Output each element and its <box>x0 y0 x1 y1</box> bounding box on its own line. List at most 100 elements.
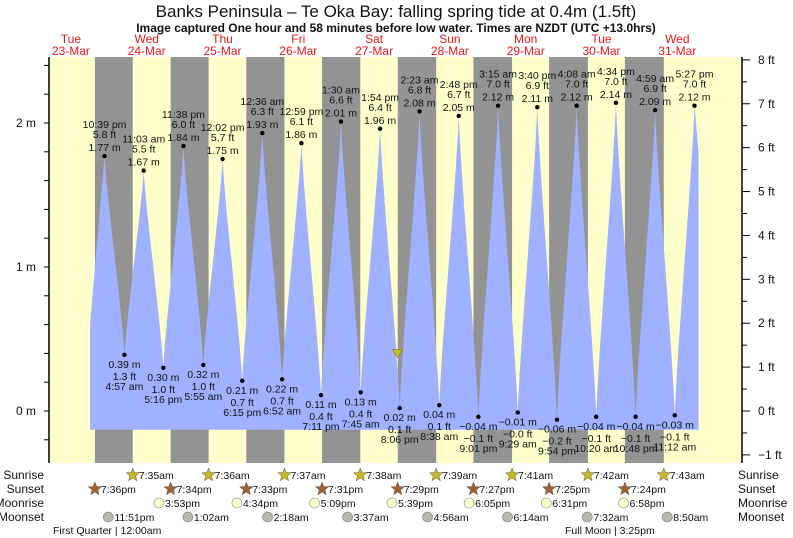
low-tide-m: 0.30 m <box>147 372 179 384</box>
high-tide-ft: 6.0 ft <box>172 119 195 131</box>
moonrise-row-label-right: Moonrise <box>738 496 788 510</box>
left-axis-tick-label: 0 m <box>16 404 36 418</box>
high-tide-m: 1.86 m <box>285 129 317 141</box>
moonset-icon <box>262 511 273 523</box>
low-tide-ft: 1.3 ft <box>113 371 136 383</box>
sunrise-icon <box>428 467 444 482</box>
moonrise-icon <box>463 497 475 509</box>
day-label-date: 31-Mar <box>658 44 696 58</box>
low-tide-point <box>240 378 245 383</box>
sunrise-time: 7:36am <box>215 470 250 482</box>
high-tide-point <box>377 126 383 131</box>
sunset-time: 7:25pm <box>555 484 590 496</box>
right-axis-tick-label: 4 ft <box>758 228 775 242</box>
moonset-time: 8:50am <box>673 512 708 524</box>
day-label-weekday: Tue <box>61 32 82 46</box>
low-tide-point <box>318 392 324 398</box>
sunrise-icon <box>656 467 672 482</box>
low-tide-time: 10:20 am <box>574 443 618 455</box>
high-tide-ft: 6.8 ft <box>408 84 431 96</box>
high-tide-time: 11:03 am <box>122 134 165 146</box>
high-tide-time: 10:39 pm <box>83 119 127 131</box>
high-tide-time: 4:34 pm <box>597 66 635 78</box>
high-tide-time: 12:59 pm <box>280 106 324 118</box>
moonrise-time: 4:34pm <box>243 498 278 510</box>
moonrise-time: 5:39pm <box>398 498 433 510</box>
sunset-time: 7:36pm <box>101 484 136 496</box>
sunrise-time: 7:38am <box>366 470 401 482</box>
sunrise-time: 7:41am <box>518 470 553 482</box>
moonset-row-label-right: Moonset <box>738 510 785 524</box>
chart-subtitle: Image captured One hour and 58 minutes b… <box>136 21 656 35</box>
high-tide-point <box>652 107 658 113</box>
right-axis-tick-label: 6 ft <box>758 141 775 155</box>
moonset-icon <box>502 511 513 523</box>
sunrise-time: 7:43am <box>670 470 705 482</box>
moonrise-icon <box>618 497 629 509</box>
day-label-date: 26-Mar <box>279 44 317 58</box>
high-tide-point <box>141 168 146 173</box>
high-tide-time: 5:27 pm <box>676 69 714 81</box>
low-tide-time: 8:06 pm <box>381 434 419 446</box>
right-axis-tick-label: 7 ft <box>758 97 775 111</box>
sunrise-time: 7:35am <box>139 470 174 482</box>
low-tide-m: −0.04 m <box>577 421 615 433</box>
high-tide-time: 2:23 am <box>401 74 439 86</box>
day-label-weekday: Wed <box>665 32 689 46</box>
day-label-weekday: Sat <box>365 32 384 46</box>
high-tide-ft: 5.7 ft <box>211 132 234 144</box>
high-tide-time: 2:48 pm <box>440 79 478 91</box>
high-tide-ft: 5.8 ft <box>93 129 116 141</box>
moon-phase-first-quarter: First Quarter | 12:00am <box>53 525 162 537</box>
high-tide-point <box>574 103 579 108</box>
low-tide-point <box>397 405 402 411</box>
high-tide-time: 4:59 am <box>636 73 674 85</box>
moonset-icon <box>661 511 673 523</box>
high-tide-m: 1.75 m <box>207 145 239 157</box>
day-label-date: 28-Mar <box>431 44 469 58</box>
low-tide-point <box>437 403 442 408</box>
moonset-icon <box>342 511 353 523</box>
sunset-time: 7:29pm <box>404 484 439 496</box>
left-axis-tick-label: 2 m <box>16 116 36 130</box>
low-tide-ft: 1.0 ft <box>152 384 175 396</box>
low-tide-m: 0.13 m <box>345 396 377 408</box>
sunset-icon <box>390 481 406 496</box>
moonset-time: 4:56am <box>434 512 469 524</box>
moonset-icon <box>103 511 114 523</box>
plot-area <box>49 57 742 463</box>
low-tide-time: 9:54 pm <box>538 446 576 458</box>
high-tide-ft: 6.9 ft <box>526 80 549 92</box>
sun-moon-events: Sunrise Sunset Moonrise Moonset Sunrise … <box>0 467 788 537</box>
high-tide-m: 2.05 m <box>443 102 475 114</box>
low-tide-point <box>515 410 520 415</box>
low-tide-point <box>594 414 599 419</box>
high-tide-point <box>535 104 540 110</box>
high-tide-m: 2.12 m <box>561 92 593 104</box>
day-label-weekday: Sun <box>439 32 460 46</box>
high-tide-point <box>692 103 697 108</box>
sunset-icon <box>314 481 330 496</box>
low-tide-ft: 0.1 ft <box>428 421 451 433</box>
high-tide-point <box>181 143 186 149</box>
low-tide-ft: −0.0 ft <box>503 428 533 440</box>
sunset-time: 7:33pm <box>252 484 287 496</box>
high-tide-time: 1:30 am <box>322 85 360 97</box>
moonrise-icon <box>540 497 552 509</box>
high-tide-ft: 6.9 ft <box>643 83 666 95</box>
high-tide-ft: 6.3 ft <box>251 106 274 118</box>
axes: 2 m 1 m 0 m 8 ft 7 ft 6 ft 5 ft 4 ft 3 ft 2 ft 1 f… <box>16 53 782 463</box>
sunrise-time: 7:39am <box>442 470 477 482</box>
high-tide-point <box>260 130 265 136</box>
high-tide-point <box>417 109 422 114</box>
day-label-date: 24-Mar <box>128 44 166 58</box>
day-label-weekday: Mon <box>514 32 537 46</box>
day-label-date: 23-Mar <box>52 44 90 58</box>
day-label-date: 30-Mar <box>582 44 620 58</box>
moonset-time: 2:18am <box>274 512 309 524</box>
high-tide-ft: 7.0 ft <box>486 79 509 91</box>
low-tide-m: 0.22 m <box>266 383 298 395</box>
high-tide-ft: 6.7 ft <box>447 89 470 101</box>
low-tide-time: 4:57 am <box>105 381 143 393</box>
day-label-date: 27-Mar <box>355 44 393 58</box>
